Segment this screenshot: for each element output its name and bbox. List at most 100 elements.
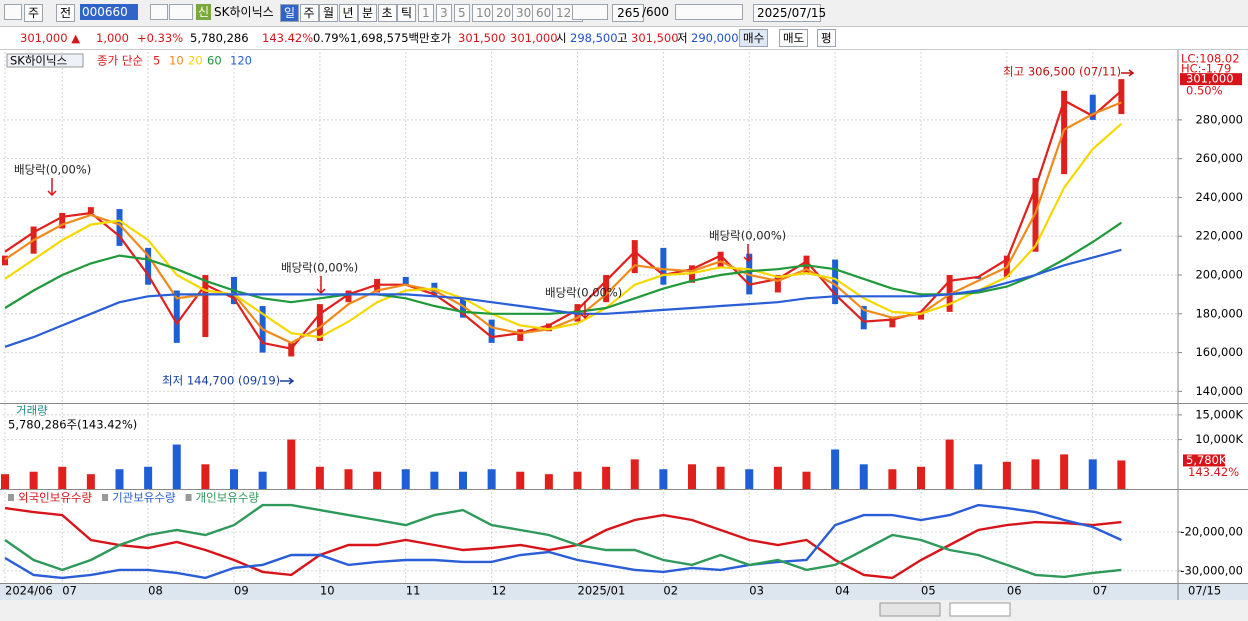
title-box [6, 53, 84, 68]
volume-bar [315, 466, 324, 489]
unit-button[interactable]: 초 [377, 4, 397, 22]
amount: 1,698,575백만 [350, 31, 430, 45]
sell-button[interactable]: 매도 [779, 29, 809, 47]
last-price-box [1180, 73, 1242, 86]
legend-entry: 120 [230, 54, 252, 68]
unit-button[interactable]: 월 [319, 4, 339, 22]
interval-button[interactable]: 30 [512, 4, 536, 22]
volume-bar [1060, 454, 1069, 489]
interval-button[interactable]: 10 [472, 4, 496, 22]
x-tick-label: 08 [148, 584, 163, 598]
volume-bar [802, 471, 811, 489]
candle [173, 290, 180, 343]
unit-button[interactable]: 주 [299, 4, 319, 22]
legend-swatch [102, 494, 109, 501]
unit-button[interactable]: 틱 [397, 4, 417, 22]
scroll-thumb[interactable] [949, 602, 1011, 617]
annotation: 배당락(0,00%) [14, 163, 91, 177]
candle [832, 259, 839, 305]
tool-icons[interactable] [675, 4, 743, 20]
y-tick-label: 280,000 [1195, 112, 1243, 126]
candle [2, 255, 8, 266]
period-select[interactable]: 주 [24, 4, 44, 22]
change: 1,000 [96, 31, 129, 45]
volume-bar [144, 466, 153, 489]
volume-bar [1031, 459, 1040, 489]
x-tick-label: 06 [1007, 584, 1022, 598]
annotation-arrow [280, 377, 295, 385]
change-pct: +0.33% [137, 31, 184, 45]
candle [774, 275, 781, 293]
x-tick-label: 04 [835, 584, 850, 598]
turnover: 0.79% [313, 31, 350, 45]
volume-bar [716, 466, 725, 489]
candle [59, 212, 66, 229]
scrollbar[interactable] [0, 600, 1248, 621]
sound-button[interactable] [169, 4, 193, 20]
annotation-arrow [47, 178, 57, 197]
chart-bg [0, 50, 1248, 621]
legend-entry: 개인보유수량 [196, 491, 260, 505]
menu-icon[interactable] [4, 4, 22, 20]
unit-button[interactable]: 년 [338, 4, 358, 22]
search-button[interactable] [150, 4, 168, 20]
interval-button[interactable]: 5 [454, 4, 470, 22]
avg-button[interactable]: 평 [817, 29, 836, 47]
volume-bar [688, 464, 696, 489]
candle [660, 247, 667, 285]
interval-button[interactable]: 60 [532, 4, 556, 22]
volume-title: 거래량 [16, 404, 48, 418]
scope-select[interactable]: 전 [56, 4, 76, 22]
unit-button[interactable]: 분 [358, 4, 378, 22]
stock-name: SK하이닉스 [214, 5, 274, 19]
interval-button[interactable]: 3 [436, 4, 452, 22]
annotation: 최고 306,500 (07/11) [1003, 65, 1121, 79]
volume-bar [344, 469, 353, 489]
volume-bar [487, 469, 496, 489]
unit-button[interactable]: 일 [280, 4, 300, 22]
last-volume-box [1183, 454, 1225, 467]
volume-bar [430, 471, 439, 489]
open: 298,500 [570, 31, 618, 45]
candle [631, 240, 638, 274]
legend-entry: 10 [169, 54, 184, 68]
axis-note: 0.50% [1186, 84, 1223, 98]
candle [545, 323, 552, 332]
candle [145, 247, 152, 285]
candle [87, 207, 94, 213]
nav-buttons[interactable] [879, 602, 941, 617]
volume-bar [917, 466, 925, 489]
y-tick-label: 260,000 [1195, 151, 1243, 165]
code-input[interactable]: 000660 [80, 4, 138, 20]
candle [1089, 94, 1096, 120]
legend-entry: 외국인보유수량 [18, 491, 92, 505]
volume-bar [974, 464, 983, 489]
y-tick-label: 160,000 [1195, 345, 1243, 359]
annotation-arrow [580, 301, 590, 320]
date-input[interactable]: 2025/07/15 [753, 4, 826, 22]
volume-bar [115, 469, 124, 489]
interval-button[interactable]: 1 [418, 4, 434, 22]
candle [345, 290, 352, 303]
ask: 301,500 [458, 31, 506, 45]
volume-bar [58, 466, 67, 489]
volume-bar [230, 469, 238, 489]
buy-button[interactable]: 매수 [739, 29, 769, 47]
volume-ratio: 143.42% [262, 31, 314, 45]
ma-line [4, 101, 1122, 345]
annotation-arrow [743, 244, 753, 263]
volume: 5,780,286 [190, 31, 249, 45]
y-tick-label: -20,000,00 [1180, 525, 1243, 539]
y-tick-label: 200,000 [1195, 268, 1243, 282]
candle [402, 276, 409, 285]
count-input[interactable]: 265 [612, 4, 644, 22]
volume-bar [172, 444, 181, 489]
y-tick-label: 180,000 [1195, 306, 1243, 320]
chart-title: SK하이닉스 [10, 54, 67, 68]
flow-line [4, 503, 1122, 580]
legend-entry: 기관보유수량 [112, 491, 176, 505]
annotation: 배당락(0,00%) [281, 261, 358, 275]
dropdown[interactable] [572, 4, 608, 20]
legend-entry: 5 [153, 54, 160, 68]
